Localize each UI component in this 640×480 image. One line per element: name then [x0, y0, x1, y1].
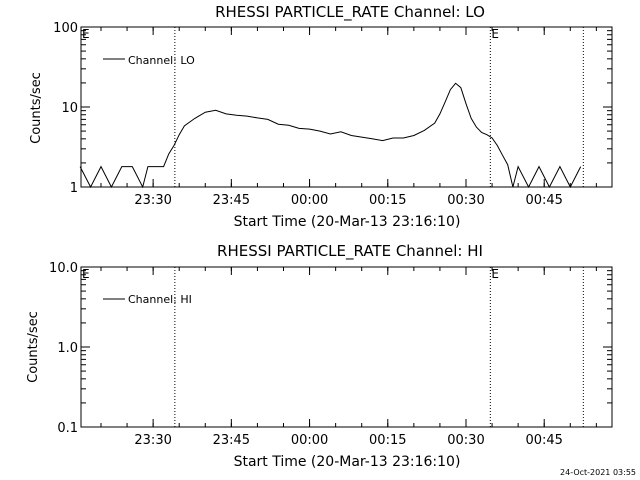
hi-legend-label: Channel: HI [128, 293, 192, 306]
lo-plot-frame [80, 26, 613, 188]
hi-x-tick-label: 23:30 [134, 433, 171, 448]
lo-x-tick-label: 00:30 [447, 193, 484, 208]
lo-marker-label: E [82, 27, 90, 41]
lo-marker-label: E [491, 27, 499, 41]
hi-marker-label: E [82, 267, 90, 281]
hi-channel-panel: RHESSI PARTICLE_RATE Channel: HI Start T… [26, 242, 613, 470]
lo-y-tick-label: 10 [61, 101, 78, 116]
hi-plot-frame [80, 266, 613, 428]
lo-x-tick-label: 00:15 [369, 193, 406, 208]
lo-chart-title: RHESSI PARTICLE_RATE Channel: LO [215, 3, 485, 22]
footer-timestamp: 24-Oct-2021 03:55 [560, 468, 636, 477]
hi-x-tick-label: 00:15 [369, 433, 406, 448]
lo-x-tick-label: 23:30 [134, 193, 171, 208]
hi-x-tick-label: 23:45 [213, 433, 250, 448]
hi-y-tick-label: 1.0 [57, 341, 78, 356]
lo-y-tick-label: 1 [70, 181, 78, 196]
lo-y-axis-label: Counts/sec [29, 72, 44, 144]
hi-x-tick-label: 00:30 [447, 433, 484, 448]
hi-y-axis-label: Counts/sec [26, 311, 41, 383]
hi-chart-title: RHESSI PARTICLE_RATE Channel: HI [217, 242, 483, 261]
hi-y-tick-label: 0.1 [57, 421, 78, 436]
lo-x-tick-label: 00:00 [291, 193, 328, 208]
lo-x-axis-label: Start Time (20-Mar-13 23:16:10) [234, 214, 461, 230]
lo-x-tick-label: 23:45 [213, 193, 250, 208]
hi-y-tick-label: 10.0 [49, 261, 78, 276]
lo-series-line [79, 82, 582, 189]
hi-marker-label: E [491, 267, 499, 281]
lo-channel-panel: RHESSI PARTICLE_RATE Channel: LO Start T… [29, 3, 613, 230]
hi-x-tick-label: 00:45 [525, 433, 562, 448]
lo-legend-label: Channel: LO [128, 54, 195, 67]
hi-x-tick-label: 00:00 [291, 433, 328, 448]
lo-y-tick-label: 100 [53, 21, 78, 36]
lo-x-tick-label: 00:45 [525, 193, 562, 208]
hi-x-axis-label: Start Time (20-Mar-13 23:16:10) [234, 454, 461, 470]
